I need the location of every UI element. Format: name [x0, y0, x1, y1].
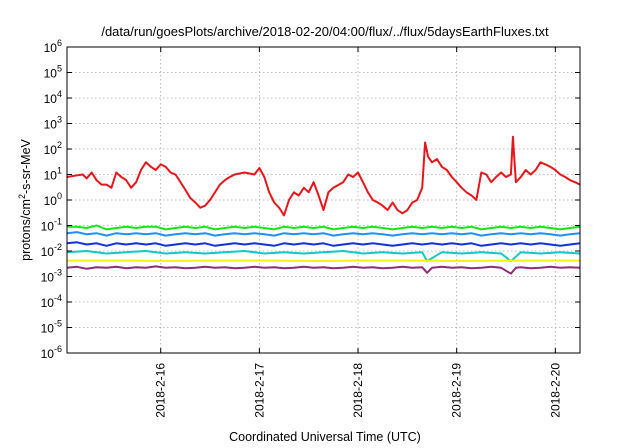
x-axis: 2018-2-16 2018-2-17 2018-2-18 2018-2-19 2018… [154, 47, 562, 418]
y-tick-exponent: -5 [54, 319, 62, 329]
y-tick-exponent: -2 [54, 242, 62, 252]
series-line-4 [66, 241, 581, 247]
y-tick-exponent: 3 [57, 115, 62, 125]
x-tick-label: 2018-2-18 [351, 363, 365, 418]
y-axis-label: protons/cm2-s-sr-MeV [17, 138, 33, 260]
series-line-5 [66, 250, 581, 263]
y-tick-label: 106 [44, 38, 62, 55]
y-tick-exponent: 1 [57, 166, 62, 176]
x-tick-label: 2018-2-16 [154, 363, 168, 418]
y-tick-exponent: -1 [54, 217, 62, 227]
y-tick-label: 10-5 [41, 319, 62, 336]
y-tick-label: 103 [44, 115, 62, 132]
series-line-2 [67, 224, 581, 231]
y-tick-label: 101 [44, 166, 62, 183]
y-tick-label: 10-4 [41, 293, 62, 310]
y-tick-exponent: 5 [57, 64, 62, 74]
y-tick-base: 10 [41, 245, 55, 259]
y-tick-base: 10 [44, 41, 58, 55]
x-tick-label: 2018-2-19 [450, 363, 464, 418]
y-tick-label: 10-6 [41, 344, 62, 361]
y-tick-label: 10-2 [41, 242, 62, 259]
y-tick-base: 10 [44, 118, 58, 132]
x-tick-label: 2018-2-17 [252, 363, 266, 418]
y-tick-exponent: -3 [54, 268, 62, 278]
y-tick-base: 10 [41, 271, 55, 285]
y-tick-exponent: -6 [54, 344, 62, 354]
y-tick-exponent: 0 [57, 191, 62, 201]
x-axis-label: Coordinated Universal Time (UTC) [229, 430, 421, 444]
y-tick-base: 10 [41, 322, 55, 336]
x-tick-label: 2018-2-20 [548, 363, 562, 418]
y-tick-label: 10-1 [41, 217, 62, 234]
y-tick-base: 10 [44, 67, 58, 81]
chart-title: /data/run/goesPlots/archive/2018-02-20/0… [101, 24, 549, 39]
y-tick-base: 10 [44, 92, 58, 106]
y-tick-base: 10 [41, 347, 55, 361]
series-group [66, 135, 581, 275]
y-tick-exponent: 2 [57, 140, 62, 150]
y-tick-base: 10 [44, 169, 58, 183]
y-tick-label: 102 [44, 140, 62, 157]
y-tick-label: 10-3 [41, 268, 62, 285]
y-axis: 10610510410310210110010-110-210-310-410-… [41, 38, 580, 361]
y-tick-label: 100 [44, 191, 62, 208]
y-tick-base: 10 [41, 220, 55, 234]
y-tick-label: 105 [44, 64, 62, 81]
y-tick-label: 104 [44, 89, 62, 106]
y-tick-base: 10 [44, 194, 58, 208]
y-tick-exponent: 6 [57, 38, 62, 48]
y-tick-base: 10 [44, 143, 58, 157]
y-tick-base: 10 [41, 296, 55, 310]
grid [67, 47, 580, 353]
series-line-7 [66, 265, 581, 275]
series-line-1 [66, 135, 581, 217]
y-tick-exponent: -4 [54, 293, 62, 303]
series-line-3 [66, 231, 581, 237]
y-tick-exponent: 4 [57, 89, 62, 99]
